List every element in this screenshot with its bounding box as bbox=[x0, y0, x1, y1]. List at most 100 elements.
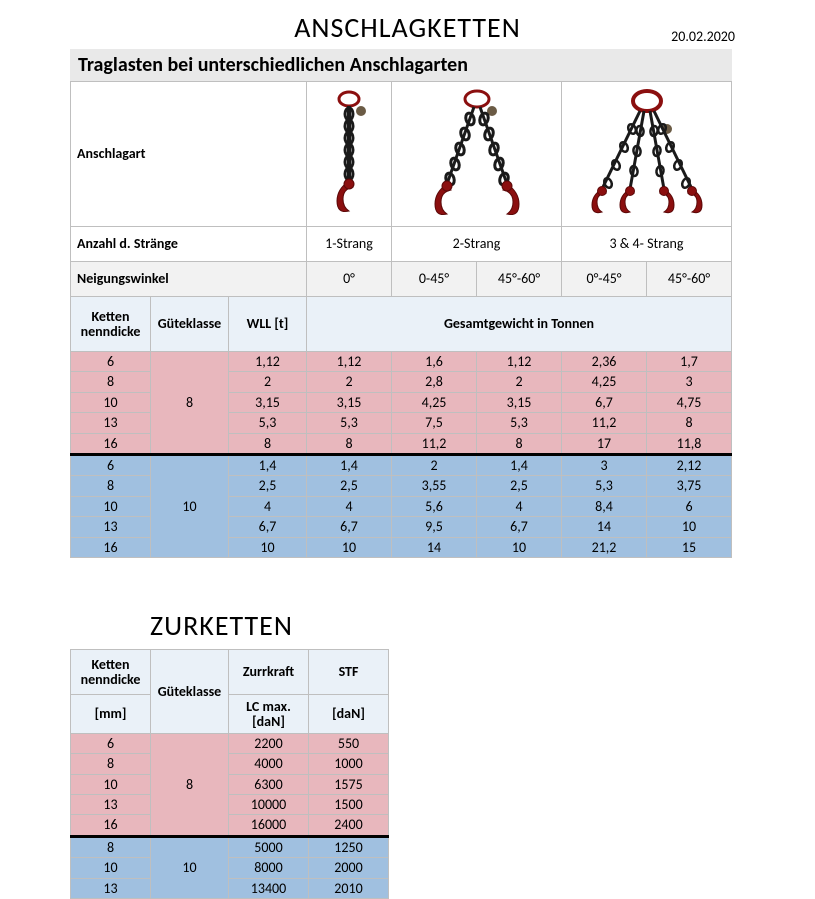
table-cell: 11,2 bbox=[562, 413, 647, 433]
table-cell: 4,25 bbox=[392, 392, 477, 412]
table-cell: 8 bbox=[151, 733, 229, 836]
table-cell: 6300 bbox=[229, 774, 309, 794]
table-cell: 10000 bbox=[229, 795, 309, 815]
table-cell: 6 bbox=[71, 733, 151, 753]
table-cell: 8 bbox=[647, 413, 732, 433]
table-cell: 14 bbox=[392, 537, 477, 557]
table-cell: 4 bbox=[229, 496, 307, 516]
table-cell: 5,3 bbox=[562, 476, 647, 496]
table-cell: 8 bbox=[229, 433, 307, 454]
table-cell: 1,7 bbox=[647, 352, 732, 372]
z-col-ketten-unit: [mm] bbox=[71, 694, 151, 733]
table-cell: 2 bbox=[392, 454, 477, 475]
col-guete: Güteklasse bbox=[151, 297, 229, 352]
table-cell: 2,8 bbox=[392, 372, 477, 392]
table-cell: 13 bbox=[71, 878, 151, 898]
table-cell: 2 bbox=[307, 372, 392, 392]
angle-3: 0°-45° bbox=[562, 262, 647, 297]
chain-1strand-icon bbox=[307, 82, 392, 227]
table-cell: 9,5 bbox=[392, 517, 477, 537]
table-cell: 2,5 bbox=[477, 476, 562, 496]
table-cell: 11,2 bbox=[392, 433, 477, 454]
table-cell: 10 bbox=[229, 537, 307, 557]
table-cell: 1250 bbox=[309, 836, 389, 857]
table-cell: 8 bbox=[307, 433, 392, 454]
strang-2: 2-Strang bbox=[392, 227, 562, 262]
table-cell: 2200 bbox=[229, 733, 309, 753]
table-cell: 2010 bbox=[309, 878, 389, 898]
strang-34: 3 & 4- Strang bbox=[562, 227, 732, 262]
table-cell: 10 bbox=[307, 537, 392, 557]
table-cell: 4,25 bbox=[562, 372, 647, 392]
table-cell: 1,12 bbox=[477, 352, 562, 372]
table-cell: 8 bbox=[477, 433, 562, 454]
table-cell: 1,4 bbox=[307, 454, 392, 475]
table-cell: 8000 bbox=[229, 858, 309, 878]
chain-34strand-icon bbox=[562, 82, 732, 227]
table-cell: 10 bbox=[151, 836, 229, 898]
table-cell: 5,3 bbox=[307, 413, 392, 433]
page-date: 20.02.2020 bbox=[671, 28, 735, 45]
table-cell: 6 bbox=[71, 352, 151, 372]
table-cell: 1,12 bbox=[307, 352, 392, 372]
angle-4: 45°-60° bbox=[647, 262, 732, 297]
table-cell: 4 bbox=[477, 496, 562, 516]
table-cell: 2,36 bbox=[562, 352, 647, 372]
table-cell: 2000 bbox=[309, 858, 389, 878]
table-cell: 1,12 bbox=[229, 352, 307, 372]
table-cell: 6,7 bbox=[562, 392, 647, 412]
table-cell: 550 bbox=[309, 733, 389, 753]
table-cell: 13 bbox=[71, 413, 151, 433]
z-col-ketten: Ketten nenndicke bbox=[71, 649, 151, 694]
table-cell: 3 bbox=[647, 372, 732, 392]
row-label-anschlagart: Anschlagart bbox=[71, 82, 307, 227]
row-label-anzahl: Anzahl d. Stränge bbox=[71, 227, 307, 262]
angle-1: 0-45° bbox=[392, 262, 477, 297]
z-col-zurr: Zurrkraft bbox=[229, 649, 309, 694]
table-cell: 2 bbox=[477, 372, 562, 392]
table-cell: 16 bbox=[71, 433, 151, 454]
z-col-stf: STF bbox=[309, 649, 389, 694]
zurketten-table: Ketten nenndicke Güteklasse Zurrkraft ST… bbox=[70, 649, 389, 899]
table-cell: 13 bbox=[71, 517, 151, 537]
table-cell: 5,3 bbox=[477, 413, 562, 433]
z-col-stf-unit: [daN] bbox=[309, 694, 389, 733]
z-col-zurr-unit: LC max. [daN] bbox=[229, 694, 309, 733]
table-cell: 10 bbox=[71, 774, 151, 794]
table-cell: 21,2 bbox=[562, 537, 647, 557]
table-cell: 10 bbox=[71, 392, 151, 412]
table-cell: 5,3 bbox=[229, 413, 307, 433]
strang-1: 1-Strang bbox=[307, 227, 392, 262]
table-cell: 11,8 bbox=[647, 433, 732, 454]
load-table: Anschlagart bbox=[70, 81, 732, 558]
table-cell: 10 bbox=[151, 454, 229, 557]
angle-0: 0° bbox=[307, 262, 392, 297]
table-cell: 6,7 bbox=[307, 517, 392, 537]
table-cell: 2,5 bbox=[307, 476, 392, 496]
table-cell: 2 bbox=[229, 372, 307, 392]
table-cell: 10 bbox=[71, 496, 151, 516]
table-cell: 15 bbox=[647, 537, 732, 557]
col-gesamt: Gesamtgewicht in Tonnen bbox=[307, 297, 732, 352]
chain-2strand-icon bbox=[392, 82, 562, 227]
table-cell: 7,5 bbox=[392, 413, 477, 433]
angle-2: 45°-60° bbox=[477, 262, 562, 297]
table-cell: 10 bbox=[71, 858, 151, 878]
table-cell: 6 bbox=[647, 496, 732, 516]
subtitle-bar: Traglasten bei unterschiedlichen Anschla… bbox=[70, 49, 732, 81]
table-cell: 1000 bbox=[309, 754, 389, 774]
table-cell: 8 bbox=[71, 836, 151, 857]
table-cell: 3,15 bbox=[477, 392, 562, 412]
table-cell: 8,4 bbox=[562, 496, 647, 516]
table-cell: 3,75 bbox=[647, 476, 732, 496]
table-cell: 16 bbox=[71, 815, 151, 836]
table-cell: 13 bbox=[71, 795, 151, 815]
table-cell: 6 bbox=[71, 454, 151, 475]
table-cell: 10 bbox=[477, 537, 562, 557]
table-cell: 1,4 bbox=[477, 454, 562, 475]
table-cell: 3,55 bbox=[392, 476, 477, 496]
table-cell: 17 bbox=[562, 433, 647, 454]
table-cell: 6,7 bbox=[477, 517, 562, 537]
table-cell: 16000 bbox=[229, 815, 309, 836]
table-cell: 16 bbox=[71, 537, 151, 557]
